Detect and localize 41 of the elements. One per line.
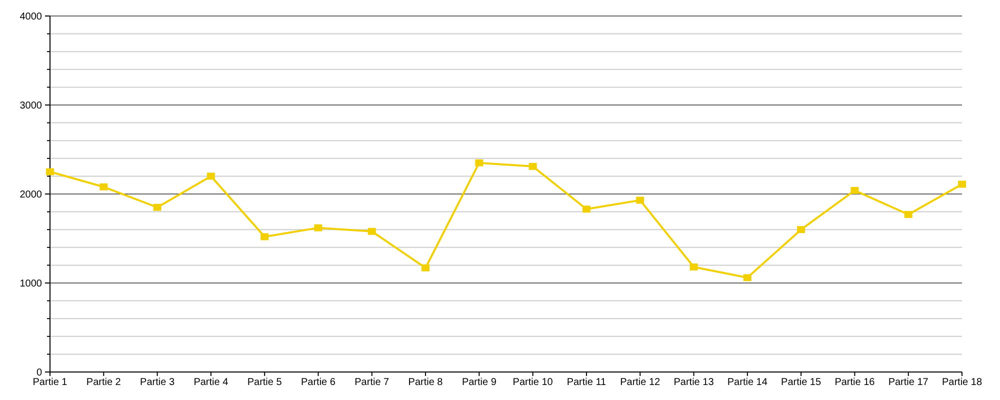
x-tick-label: Partie 14 [727, 377, 768, 388]
point [100, 183, 108, 190]
x-tick-label: Partie 6 [301, 377, 336, 388]
x-tick-label: Partie 3 [140, 377, 175, 388]
point [850, 186, 859, 194]
x-tick-label: Partie 15 [781, 377, 822, 388]
x-tick-label: Partie 8 [408, 377, 444, 388]
point [528, 162, 537, 170]
point [368, 228, 376, 235]
point [743, 274, 752, 282]
x-tick-label: Partie 10 [512, 377, 554, 388]
y-tick-label: 1000 [20, 278, 42, 290]
point [636, 196, 644, 204]
y-tick-label: 2000 [20, 190, 42, 200]
x-tick-label: Partie 7 [354, 377, 390, 388]
x-tick-label: Partie 4 [194, 377, 229, 388]
x-tick-label: Partie 2 [86, 377, 122, 388]
point [46, 168, 54, 176]
point [475, 159, 484, 166]
point [314, 224, 322, 232]
point [582, 206, 590, 213]
y-tick-label: 3000 [20, 100, 42, 112]
point [797, 226, 806, 234]
x-tick-label: Partie 9 [462, 377, 497, 388]
point [690, 263, 698, 270]
point [153, 204, 162, 211]
point [422, 264, 430, 272]
x-tick-label: Partie 1 [32, 377, 68, 388]
point [958, 180, 966, 188]
x-tick-label: Partie 16 [834, 377, 876, 388]
x-tick-label: Partie 13 [674, 377, 714, 388]
y-tick-label: 0 [36, 368, 42, 378]
point [904, 210, 912, 218]
x-tick-label: Partie 17 [888, 377, 929, 388]
point [260, 233, 269, 240]
x-tick-label: Partie 5 [247, 377, 282, 388]
x-tick-label: Partie 11 [566, 377, 607, 388]
y-tick-label: 4000 [20, 12, 42, 22]
x-tick-label: Partie 18 [942, 377, 982, 388]
point [206, 172, 215, 180]
x-tick-label: Partie 12 [620, 377, 661, 388]
